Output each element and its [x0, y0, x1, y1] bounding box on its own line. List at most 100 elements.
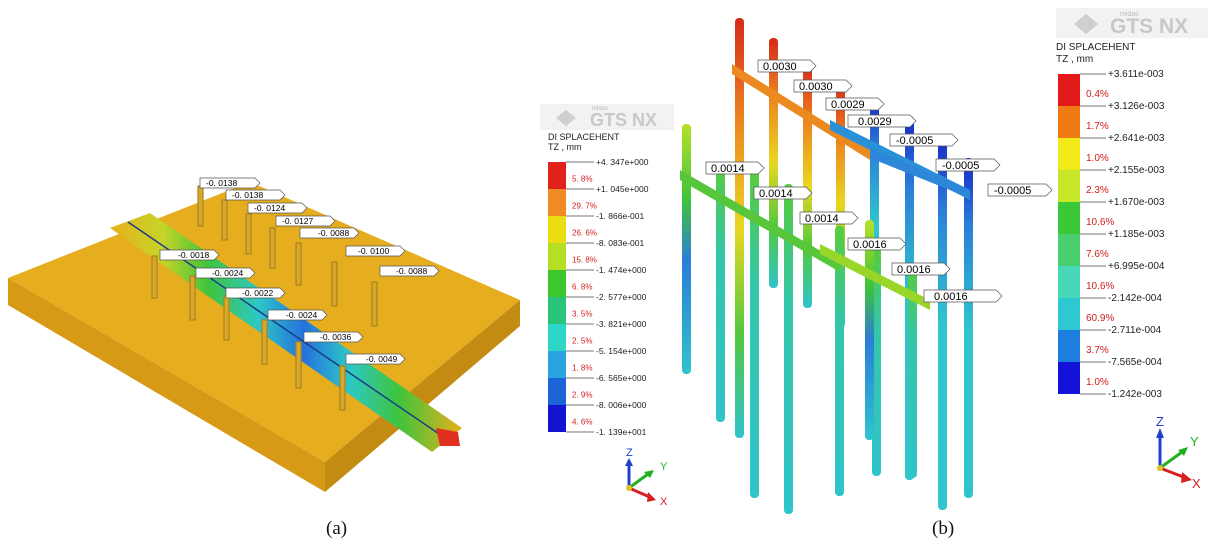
value-label: 0.0016	[891, 262, 951, 276]
slab-front-face	[8, 278, 325, 492]
axis-triad-a: Z Y X	[625, 447, 668, 508]
legend-percent: 5. 8%	[572, 174, 592, 183]
piles	[682, 18, 973, 514]
axis-y-label: Y	[660, 461, 668, 473]
legend-value: -3. 821e+000	[596, 319, 647, 329]
axis-y-label: Y	[1190, 434, 1199, 449]
legend-unit: TZ , mm	[1056, 54, 1093, 65]
value-label-text: -0. 0018	[178, 250, 209, 260]
value-label-text: -0. 0036	[320, 332, 351, 342]
value-label: -0. 0124	[247, 202, 308, 214]
value-label: 0.0014	[753, 186, 813, 200]
legend-swatch	[548, 216, 566, 243]
legend-title: DI SPLACEHENT	[548, 132, 620, 142]
legend-percent: 1.0%	[1086, 153, 1109, 164]
legend-percent: 29. 7%	[572, 201, 597, 210]
legend-percent: 6. 8%	[572, 282, 592, 291]
panel-b-figure: 0.0030 0.0030 0.0029 0.0029 -0.0005 -0.0…	[680, 8, 1208, 514]
value-label-text: -0. 0088	[396, 266, 427, 276]
legend-value: -6. 565e+000	[596, 373, 647, 383]
legend-value: +1. 045e+000	[596, 184, 649, 194]
value-label-text: -0. 0100	[358, 246, 389, 256]
svg-text:GTS NX: GTS NX	[590, 110, 657, 130]
legend-percent: 26. 6%	[572, 228, 597, 237]
legend-value: -1.242e-003	[1108, 389, 1162, 400]
legend-swatch	[1058, 362, 1080, 394]
legend-swatch	[548, 243, 566, 270]
legend-swatch	[1058, 202, 1080, 234]
value-label: -0. 0100	[345, 245, 406, 257]
value-label-text: 0.0016	[897, 264, 931, 276]
legend-value: -2.142e-004	[1108, 293, 1162, 304]
svg-text:midas: midas	[592, 106, 608, 112]
value-label-text: 0.0030	[799, 81, 833, 93]
legend-percent: 2. 5%	[572, 336, 592, 345]
legend-percent: 15. 8%	[572, 255, 597, 264]
legend-percent: 1. 8%	[572, 363, 592, 372]
legend-swatch	[1058, 138, 1080, 170]
value-label: 0.0016	[923, 289, 1003, 303]
legend-percent: 1.7%	[1086, 121, 1109, 132]
value-label: -0. 0127	[275, 215, 336, 227]
value-label: -0.0005	[889, 133, 959, 147]
value-label-text: -0.0005	[942, 160, 979, 172]
svg-text:GTS NX: GTS NX	[1110, 15, 1188, 38]
legend-percent: 10.6%	[1086, 217, 1114, 228]
value-label: 0.0029	[847, 114, 917, 128]
legend-value: -2. 577e+000	[596, 292, 647, 302]
legend-percent: 3. 5%	[572, 309, 592, 318]
legend-percent: 1.0%	[1086, 377, 1109, 388]
value-label: 0.0014	[799, 211, 859, 225]
legend-swatch	[548, 351, 566, 378]
value-label-text: -0. 0024	[286, 310, 317, 320]
value-label-text: 0.0016	[853, 239, 887, 251]
legend-swatch	[1058, 234, 1080, 266]
legend-percent: 7.6%	[1086, 249, 1109, 260]
legend-percent: 10.6%	[1086, 281, 1114, 292]
value-label-text: 0.0016	[934, 291, 968, 303]
value-label: -0. 0088	[299, 227, 360, 239]
legend-swatch	[548, 324, 566, 351]
legend-value: -8. 006e+000	[596, 400, 647, 410]
axis-z-label: Z	[626, 447, 633, 459]
legend-swatch	[1058, 106, 1080, 138]
value-label: -0. 0088	[379, 265, 440, 277]
axis-x-label: X	[1192, 476, 1201, 491]
gts-nx-logo: midas GTS NX	[540, 104, 674, 130]
value-label: 0.0029	[825, 97, 885, 111]
legend-percent: 2. 9%	[572, 390, 592, 399]
value-label: 0.0014	[705, 161, 765, 175]
value-label: -0.0005	[987, 183, 1053, 197]
legend-percent: 0.4%	[1086, 89, 1109, 100]
value-label-text: -0.0005	[896, 135, 933, 147]
svg-text:midas: midas	[1120, 11, 1139, 18]
legend-value: +6.995e-004	[1108, 261, 1165, 272]
legend-value: -8. 083e-001	[596, 238, 644, 248]
value-label-text: 0.0029	[858, 116, 892, 128]
legend-value: +4. 347e+000	[596, 157, 649, 167]
axis-z-label: Z	[1156, 414, 1164, 429]
legend-swatch	[1058, 298, 1080, 330]
legend-swatch	[548, 405, 566, 432]
legend-percent: 2.3%	[1086, 185, 1109, 196]
hotspot	[436, 428, 460, 446]
value-label: -0.0005	[935, 158, 1001, 172]
lower-wall-panels	[151, 255, 346, 411]
legend-value: -2.711e-004	[1108, 325, 1162, 336]
value-label: -0. 0024	[267, 309, 328, 321]
legend-value: -1. 139e+001	[596, 427, 647, 437]
value-label: -0. 0036	[303, 331, 364, 343]
slab-side-face	[325, 300, 520, 492]
legend-value: +2.641e-003	[1108, 133, 1165, 144]
legend-percent: 3.7%	[1086, 345, 1109, 356]
legend-swatch	[548, 162, 566, 189]
value-label-text: 0.0014	[711, 163, 745, 175]
legend-b: 0.4% 1.7% 1.0% 2.3% 10.6% 7.6% 10.6% 60.9% 3.7% 1…	[1058, 69, 1165, 400]
beams	[680, 64, 970, 310]
value-label-text: 0.0029	[831, 99, 865, 111]
legend-swatch	[548, 297, 566, 324]
axis-x-label: X	[660, 496, 668, 508]
value-label-text: 0.0030	[763, 61, 797, 73]
legend-swatch	[548, 189, 566, 216]
legend-swatch	[1058, 266, 1080, 298]
